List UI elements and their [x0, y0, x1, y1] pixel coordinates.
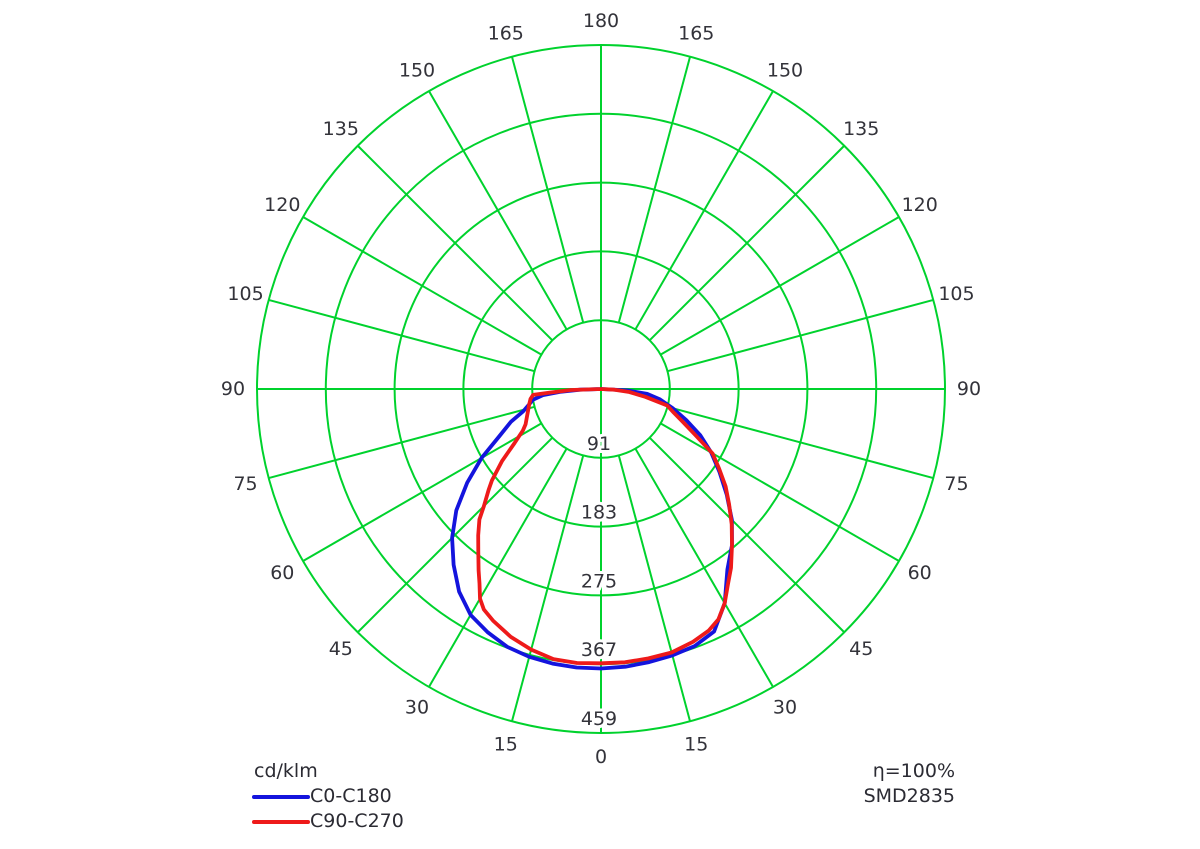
grid-spoke [634, 448, 774, 688]
angle-label: 90 [221, 378, 245, 400]
grid-spoke [667, 405, 934, 479]
angle-label: 15 [684, 733, 708, 755]
grid-spoke [428, 90, 568, 330]
chart-legend: cd/klm C0-C180 C90-C270 [252, 760, 404, 834]
legend-line-c90-c270 [252, 819, 310, 824]
grid-spoke [660, 216, 900, 356]
grid-spoke [511, 455, 585, 722]
ring-value-label: 91 [587, 433, 611, 455]
angle-label: 60 [908, 562, 932, 584]
angle-label: 45 [329, 638, 353, 660]
angle-label: 150 [399, 59, 435, 81]
angle-label: 135 [323, 118, 359, 140]
led-type-label: SMD2835 [863, 785, 955, 807]
grid-spoke [357, 145, 554, 342]
grid-spoke [667, 299, 934, 373]
angle-label: 75 [944, 473, 968, 495]
grid-spoke [660, 422, 900, 562]
grid-spoke [648, 145, 845, 342]
legend-item-c0-c180: C0-C180 [252, 784, 404, 809]
angle-label: 180 [583, 10, 619, 32]
angle-label: 120 [902, 194, 938, 216]
grid-spoke [268, 405, 535, 479]
grid-spoke [511, 56, 585, 323]
legend-unit-label: cd/klm [254, 760, 318, 782]
series-curve-c90-c270 [476, 387, 734, 666]
angle-label: 120 [264, 194, 300, 216]
angle-label: 165 [678, 23, 714, 45]
grid-spoke [617, 455, 691, 722]
angle-label: 75 [233, 473, 257, 495]
grid-spoke [648, 436, 845, 633]
legend-label-c0-c180: C0-C180 [310, 785, 392, 807]
angle-label: 0 [595, 746, 607, 768]
legend-item-c90-c270: C90-C270 [252, 809, 404, 834]
grid-spoke [302, 216, 542, 356]
angle-label: 165 [488, 23, 524, 45]
angle-label: 15 [494, 733, 518, 755]
angle-label: 135 [843, 118, 879, 140]
angle-label: 30 [773, 697, 797, 719]
angle-label: 150 [767, 59, 803, 81]
ring-value-label: 459 [581, 708, 617, 730]
angle-label: 90 [957, 378, 981, 400]
grid-spoke [268, 299, 535, 373]
grid-spoke [634, 90, 774, 330]
angle-label: 105 [227, 283, 263, 305]
angle-label: 60 [270, 562, 294, 584]
grid-spoke [302, 422, 542, 562]
angle-label: 105 [938, 283, 974, 305]
ring-value-label: 183 [581, 502, 617, 524]
legend-label-c90-c270: C90-C270 [310, 810, 404, 832]
efficiency-label: η=100% [872, 760, 955, 782]
grid-spoke [617, 56, 691, 323]
angle-label: 30 [405, 697, 429, 719]
grid-spoke [357, 436, 554, 633]
legend-line-c0-c180 [252, 794, 310, 799]
angle-label: 45 [849, 638, 873, 660]
ring-value-label: 367 [581, 639, 617, 661]
ring-value-label: 275 [581, 570, 617, 592]
grid-spoke [428, 448, 568, 688]
chart-annotations: η=100% SMD2835 [864, 759, 955, 809]
